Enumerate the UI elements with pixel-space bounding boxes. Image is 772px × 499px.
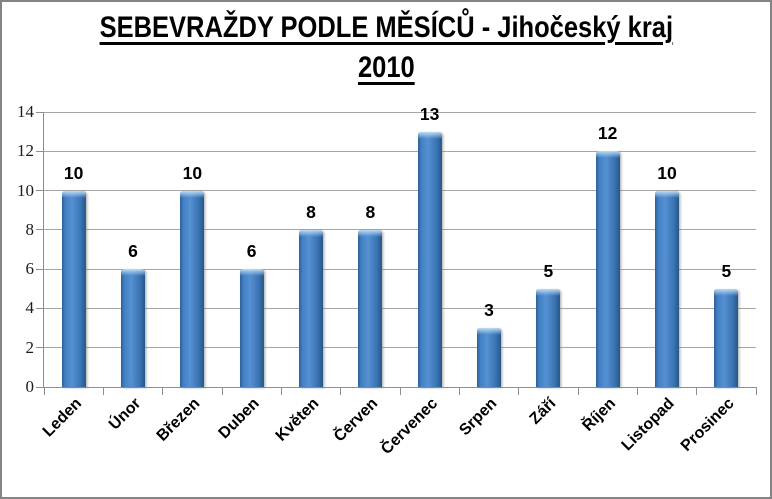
- plot-area: 0 2 4 6 8 10 12 14 10 6 10 6 8 8 13 3 5 12 10 5: [17, 102, 757, 396]
- y-axis-tick-12: [36, 150, 44, 152]
- x-axis-tick-7: [458, 387, 460, 395]
- gridline-y-2: [44, 347, 756, 349]
- bar-Listopad: [655, 190, 679, 387]
- chart-title-line2: 2010: [357, 51, 415, 84]
- bar-Březen: [180, 190, 205, 387]
- chart-title-text: SEBEVRAŽDY PODLE MĚSÍCŮ - Jihočeský kraj…: [99, 8, 672, 88]
- x-tick-label-Únor: Únor: [105, 395, 145, 434]
- y-tick-label-14: 14: [17, 102, 34, 121]
- chart-title: SEBEVRAŽDY PODLE MĚSÍCŮ - Jihočeský kraj…: [2, 8, 770, 88]
- bar-value-label-Říjen: 12: [597, 123, 618, 144]
- x-tick-label-Březen: Březen: [153, 395, 204, 445]
- gridline-y-8: [44, 229, 756, 231]
- x-tick-label-Květen: Květen: [272, 395, 323, 445]
- bar-Květen: [299, 229, 323, 387]
- bar-Leden: [61, 190, 86, 387]
- bar-Únor: [121, 269, 145, 387]
- x-axis-tick-8: [518, 387, 520, 395]
- x-axis-tick-1: [102, 387, 104, 395]
- chart-title-line1: SEBEVRAŽDY PODLE MĚSÍCŮ - Jihočeský kraj: [99, 11, 673, 44]
- x-axis-tick-6: [399, 387, 401, 395]
- x-axis-tick-10: [636, 387, 638, 395]
- bar-value-label-Březen: 10: [182, 162, 203, 183]
- x-axis-tick-5: [340, 387, 342, 395]
- x-axis-tick-11: [696, 387, 698, 395]
- bar-value-label-Červenec: 13: [419, 103, 440, 124]
- gridline-y-10: [44, 190, 756, 192]
- bar-value-label-Leden: 10: [63, 162, 84, 183]
- x-axis-tick-2: [162, 387, 164, 395]
- bar-Duben: [239, 269, 264, 387]
- bar-Září: [536, 288, 561, 387]
- x-axis-tick-12: [755, 387, 757, 395]
- x-tick-label-Červen: Červen: [330, 395, 382, 446]
- bar-value-label-Prosinec: 5: [721, 260, 732, 281]
- y-axis-tick-2: [36, 347, 44, 349]
- x-axis-tick-0: [43, 387, 45, 395]
- y-tick-label-10: 10: [17, 180, 34, 200]
- y-tick-label-8: 8: [25, 219, 35, 239]
- x-tick-label-Červenec: Červenec: [377, 395, 441, 458]
- y-axis-tick-14: [36, 111, 44, 113]
- x-tick-label-Srpen: Srpen: [455, 395, 501, 440]
- gridline-y-12: [44, 150, 756, 152]
- y-axis-tick-0: [36, 386, 44, 388]
- gridline-y-4: [44, 307, 756, 309]
- bar-Červen: [358, 229, 383, 387]
- bar-Červenec: [417, 131, 442, 387]
- y-tick-label-12: 12: [17, 141, 34, 161]
- y-axis-tick-8: [36, 229, 44, 231]
- x-axis-tick-4: [280, 387, 282, 395]
- y-axis-tick-6: [36, 268, 44, 270]
- bar-value-label-Květen: 8: [306, 201, 316, 222]
- y-axis-tick-10: [36, 190, 44, 192]
- bar-value-label-Duben: 6: [246, 241, 257, 262]
- x-tick-label-Prosinec: Prosinec: [677, 395, 738, 455]
- y-tick-label-0: 0: [25, 377, 35, 396]
- bar-Říjen: [595, 151, 620, 387]
- bar-value-label-Červen: 8: [365, 201, 376, 222]
- x-tick-label-Leden: Leden: [39, 395, 85, 441]
- x-axis-tick-3: [221, 387, 223, 395]
- gridline-y-14: [44, 111, 756, 113]
- y-tick-label-6: 6: [25, 259, 35, 279]
- gridline-y-6: [44, 268, 756, 270]
- x-axis-tick-9: [577, 387, 579, 395]
- y-tick-label-2: 2: [25, 337, 35, 357]
- x-tick-label-Duben: Duben: [215, 395, 263, 443]
- bar-Srpen: [477, 328, 501, 387]
- x-tick-label-Říjen: Říjen: [578, 395, 619, 435]
- bar-value-label-Srpen: 3: [484, 300, 494, 321]
- bar-value-label-Listopad: 10: [657, 162, 677, 183]
- y-tick-label-4: 4: [25, 298, 35, 318]
- x-tick-label-Září: Září: [526, 395, 560, 428]
- x-axis-labels: Leden Únor Březen Duben Květen Červen Červenec…: [39, 395, 755, 495]
- x-tick-label-Listopad: Listopad: [618, 395, 679, 455]
- bar-value-label-Září: 5: [543, 260, 554, 281]
- y-axis-tick-4: [36, 307, 44, 309]
- bar-value-label-Únor: 6: [128, 241, 138, 262]
- bar-Prosinec: [714, 288, 739, 387]
